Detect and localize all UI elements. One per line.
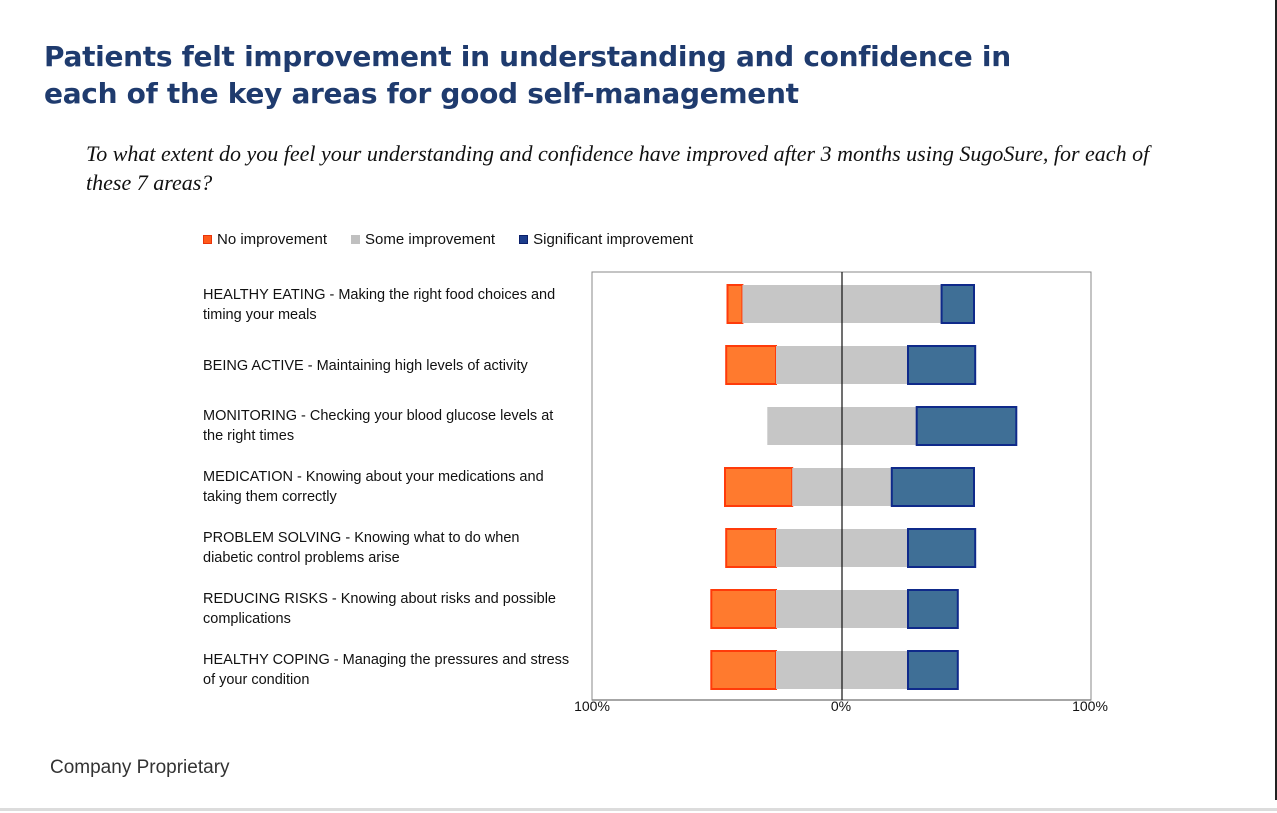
x-tick-label-center: 0%: [831, 698, 851, 714]
x-tick-labels: 100% 0% 100%: [574, 698, 1108, 714]
legend-item-significant-improvement: Significant improvement: [519, 231, 693, 248]
legend-swatch-some-improvement: [351, 235, 361, 244]
bar-significant-improvement-row-3: [915, 406, 1018, 446]
bar-significant-improvement-row-7: [907, 650, 959, 690]
survey-question: To what extent do you feel your understa…: [86, 141, 1150, 195]
category-label-reducing-risks: REDUCING RISKS - Knowing about risks and…: [203, 591, 556, 627]
footer-text: Company Proprietary: [50, 757, 230, 778]
slide-title-line-2: each of the key areas for good self-mana…: [44, 77, 799, 110]
bar-no-improvement-row-5: [725, 528, 778, 568]
slide-title: Patients felt improvement in understandi…: [44, 38, 1144, 112]
legend-swatch-no-improvement: [203, 235, 212, 244]
slide-bottom-rule: [0, 808, 1277, 811]
bar-significant-improvement-row-1: [940, 284, 975, 324]
bar-group: [710, 284, 1018, 690]
bar-significant-improvement-row-6: [907, 589, 959, 629]
legend-label-some-improvement: Some improvement: [365, 231, 496, 248]
bar-significant-improvement-row-4: [890, 467, 975, 507]
category-label-medication: MEDICATION - Knowing about your medicati…: [203, 469, 544, 505]
bar-significant-improvement-row-2: [907, 345, 977, 385]
bar-significant-improvement-row-5: [907, 528, 977, 568]
x-tick-label-left: 100%: [574, 698, 610, 714]
category-label-being-active: BEING ACTIVE - Maintaining high levels o…: [203, 358, 528, 374]
legend-swatch-significant-improvement: [519, 235, 529, 244]
bar-no-improvement-row-7: [710, 650, 777, 690]
bar-no-improvement-row-6: [710, 589, 777, 629]
category-label-problem-solving: PROBLEM SOLVING - Knowing what to do whe…: [203, 530, 520, 566]
bar-no-improvement-row-4: [724, 467, 794, 507]
category-label-healthy-eating: HEALTHY EATING - Making the right food c…: [203, 287, 556, 323]
bar-no-improvement-row-1: [726, 284, 744, 324]
legend-item-some-improvement: Some improvement: [351, 231, 495, 248]
category-label-healthy-coping: HEALTHY COPING - Managing the pressures …: [203, 652, 570, 688]
category-label-monitoring: MONITORING - Checking your blood glucose…: [203, 408, 554, 444]
legend-label-significant-improvement: Significant improvement: [533, 231, 694, 248]
x-tick-label-right: 100%: [1072, 698, 1108, 714]
slide-title-line-1: Patients felt improvement in understandi…: [44, 40, 1011, 73]
bar-no-improvement-row-2: [725, 345, 778, 385]
legend-item-no-improvement: No improvement: [203, 231, 327, 248]
chart-legend: No improvement Some improvement Signific…: [203, 231, 717, 248]
slide-right-edge: [1275, 0, 1277, 800]
legend-label-no-improvement: No improvement: [217, 231, 328, 248]
